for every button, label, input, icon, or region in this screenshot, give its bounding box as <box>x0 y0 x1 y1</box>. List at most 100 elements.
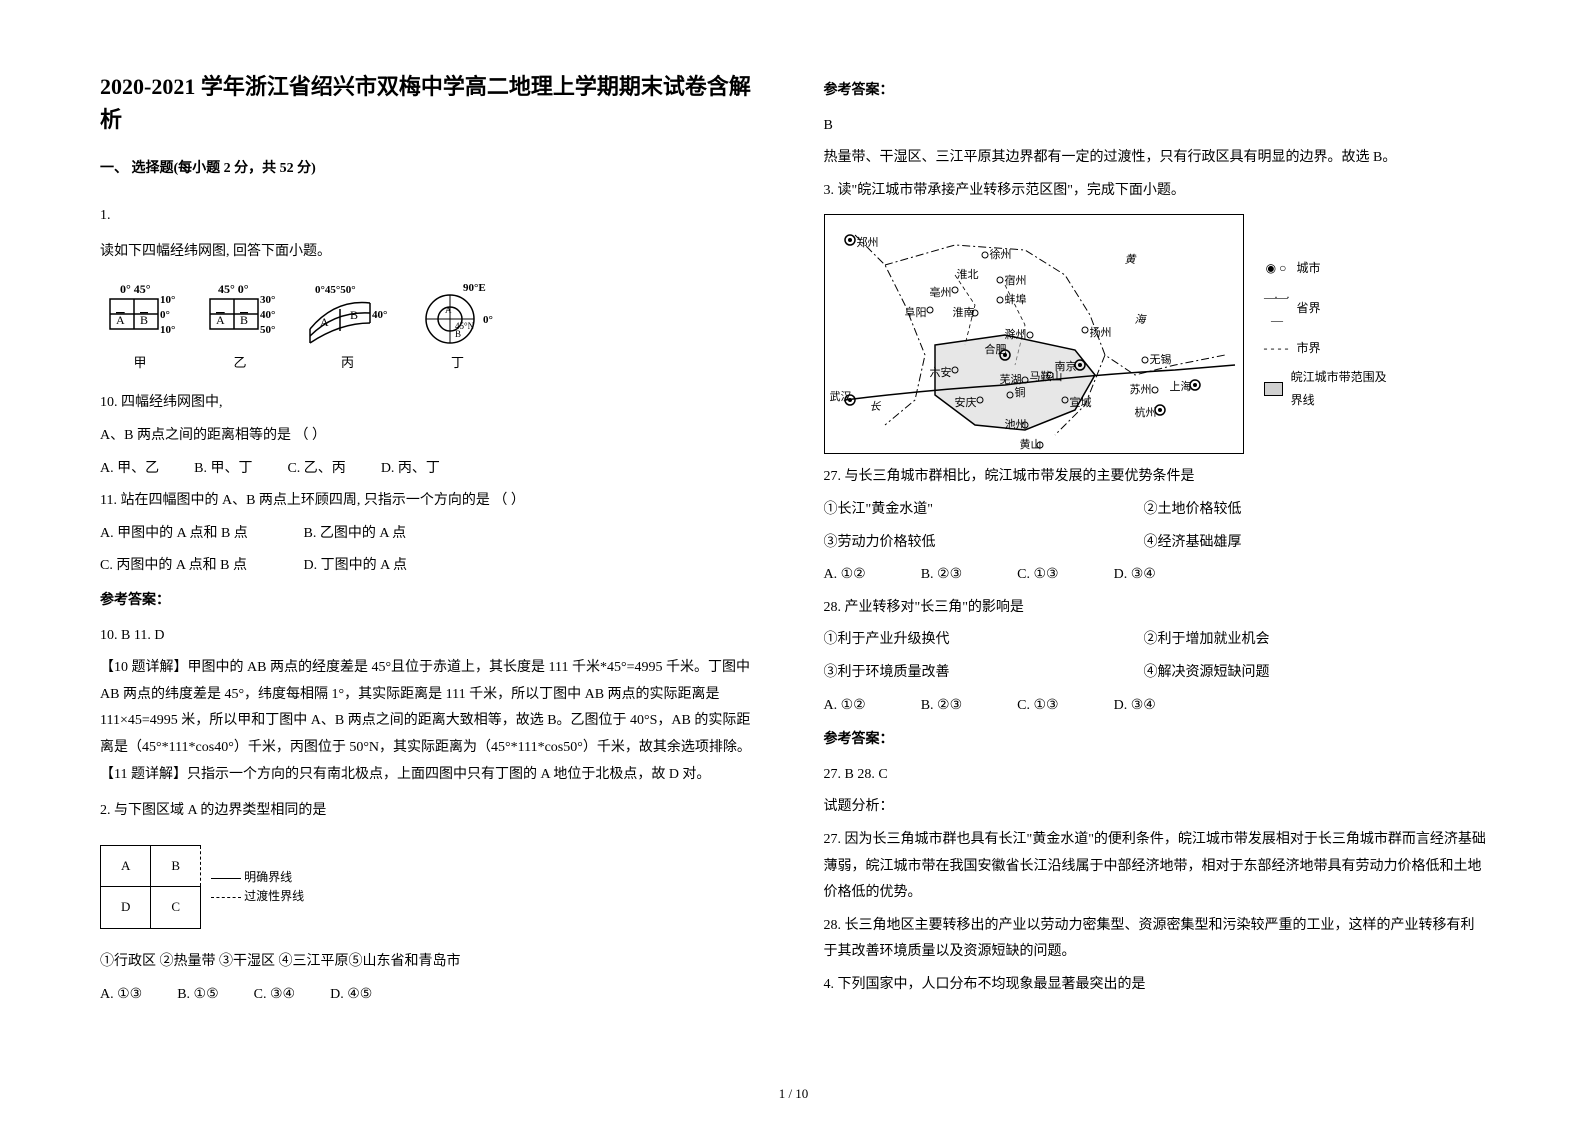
city-bozhou: 亳州 <box>930 283 952 304</box>
left-column: 2020-2021 学年浙江省绍兴市双梅中学高二地理上学期期末试卷含解析 一、 … <box>100 70 764 1014</box>
svg-text:B: B <box>350 308 358 322</box>
q10-opt-d: D. 丙、丁 <box>381 456 440 483</box>
region-cell-c: C <box>151 887 201 929</box>
q27-4: ④经济基础雄厚 <box>1144 530 1242 557</box>
q28-options: A. ①② B. ②③ C. ①③ D. ③④ <box>824 693 1488 720</box>
diagram-bing: 0°45°50° 40° A B 丙 <box>300 281 395 376</box>
region-cell-b: B <box>151 845 201 887</box>
legend-province-label: 省界 <box>1297 297 1321 320</box>
q27-options: A. ①② B. ②③ C. ①③ D. ③④ <box>824 562 1488 589</box>
q11-options-2: C. 丙图中的 A 点和 B 点 D. 丁图中的 A 点 <box>100 553 764 580</box>
q10-options: A. 甲、乙 B. 甲、丁 C. 乙、丙 D. 丙、丁 <box>100 456 764 483</box>
page-container: 2020-2021 学年浙江省绍兴市双梅中学高二地理上学期期末试卷含解析 一、 … <box>0 0 1587 1044</box>
q28-opt-b: B. ②③ <box>921 693 962 720</box>
city-zhengzhou: 郑州 <box>857 233 879 254</box>
section-heading: 一、 选择题(每小题 2 分，共 52 分) <box>100 156 764 183</box>
q3-stem: 3. 读"皖江城市带承接产业转移示范区图"，完成下面小题。 <box>824 178 1488 205</box>
diagram-ding: 90°E 0° A 45°N B 丁 <box>415 281 500 376</box>
answer-3: 27. B 28. C <box>824 762 1488 789</box>
legend-zone-label: 皖江城市带范围及界线 <box>1291 366 1394 412</box>
legend-zone-icon <box>1264 382 1283 396</box>
city-chizhou: 池州 <box>1005 415 1027 436</box>
diagram-yi-svg: 45° 0° 30° 40° 50° A B <box>200 281 280 346</box>
svg-text:B: B <box>455 329 461 339</box>
legend-city-label: 城市 <box>1297 257 1321 280</box>
q2-options-line: ①行政区 ②热量带 ③干湿区 ④三江平原⑤山东省和青岛市 <box>100 949 764 976</box>
q2-figure-row: A B D C 明确界线 过渡性界线 <box>100 835 764 939</box>
diagram-bing-label: 丙 <box>300 351 395 376</box>
svg-text:40°: 40° <box>372 309 387 321</box>
svg-text:40°: 40° <box>260 309 275 321</box>
city-maanshan: 马鞍山 <box>1030 367 1063 388</box>
q28-2: ②利于增加就业机会 <box>1144 627 1270 654</box>
city-chuzhou: 滁州 <box>1005 325 1027 346</box>
city-tongling: 铜 <box>1015 383 1026 404</box>
exam-title: 2020-2021 学年浙江省绍兴市双梅中学高二地理上学期期末试卷含解析 <box>100 70 764 136</box>
explain-28: 28. 长三角地区主要转移出的产业以劳动力密集型、资源密集型和污染较严重的工业，… <box>824 913 1488 966</box>
city-fuyang: 阜阳 <box>905 303 927 324</box>
city-xuzhou: 徐州 <box>990 245 1012 266</box>
diagram-jia: 0° 45° 10° 0° 10° A B 甲 <box>100 281 180 376</box>
map-box: 郑州 徐州 淮北 宿州 亳州 蚌埠 阜阳 淮南 滁州 扬州 合肥 南京 无锡 六… <box>824 214 1244 454</box>
q28-3: ③利于环境质量改善 <box>824 660 1144 687</box>
city-xuancheng: 宣城 <box>1070 393 1092 414</box>
explain-1: 【10 题详解】甲图中的 AB 两点的经度差是 45°且位于赤道上，其长度是 1… <box>100 655 764 788</box>
q27-stem: 27. 与长三角城市群相比，皖江城市带发展的主要优势条件是 <box>824 464 1488 491</box>
city-anqing: 安庆 <box>955 393 977 414</box>
svg-text:A: A <box>445 305 452 315</box>
city-suzhou: 宿州 <box>1005 271 1027 292</box>
q11-opt-d: D. 丁图中的 A 点 <box>304 558 407 573</box>
diagram-bing-svg: 0°45°50° 40° A B <box>300 281 395 346</box>
svg-text:0°: 0° <box>483 314 493 326</box>
q11-options-1: A. 甲图中的 A 点和 B 点 B. 乙图中的 A 点 <box>100 521 764 548</box>
q2-stem: 2. 与下图区域 A 的边界类型相同的是 <box>100 798 764 825</box>
legend-cityb-label: 市界 <box>1297 337 1321 360</box>
q2-opt-c: C. ③④ <box>254 982 295 1009</box>
answer-label-2: 参考答案： <box>824 78 1488 105</box>
q10-stem: A、B 两点之间的距离相等的是 （ ） <box>100 423 764 450</box>
legend-city-boundary: - - - - 市界 <box>1264 337 1394 360</box>
q27-opt-c: C. ①③ <box>1017 562 1058 589</box>
map-container: 郑州 徐州 淮北 宿州 亳州 蚌埠 阜阳 淮南 滁州 扬州 合肥 南京 无锡 六… <box>824 214 1488 454</box>
legend-city: ◉ ○ 城市 <box>1264 257 1394 280</box>
q10-opt-c: C. 乙、丙 <box>287 456 345 483</box>
svg-text:A: A <box>320 315 329 329</box>
q27-opt-d: D. ③④ <box>1114 562 1156 589</box>
answer-1: 10. B 11. D <box>100 623 764 650</box>
label-hai: 海 <box>1135 310 1146 331</box>
q28-4: ④解决资源短缺问题 <box>1144 660 1270 687</box>
q11-opt-a: A. 甲图中的 A 点和 B 点 <box>100 521 300 548</box>
legend-city-icon: ◉ ○ <box>1264 257 1289 280</box>
grid-diagrams-row: 0° 45° 10° 0° 10° A B 甲 45° 0° 30° <box>100 281 764 376</box>
city-liuan: 六安 <box>930 363 952 384</box>
diagram-jia-label: 甲 <box>100 351 180 376</box>
legend-zone: 皖江城市带范围及界线 <box>1264 366 1394 412</box>
svg-text:A: A <box>116 313 125 327</box>
q27-2: ②土地价格较低 <box>1144 497 1242 524</box>
q27-opt-b: B. ②③ <box>921 562 962 589</box>
legend-dashed: 过渡性界线 <box>244 889 304 903</box>
map-legend: ◉ ○ 城市 —·—·— 省界 - - - - 市界 皖江城市带范围及界线 <box>1264 251 1394 418</box>
q4-stem: 4. 下列国家中，人口分布不均现象最显著最突出的是 <box>824 972 1488 999</box>
q10-opt-a: A. 甲、乙 <box>100 456 159 483</box>
q2-opt-a: A. ①③ <box>100 982 142 1009</box>
city-shanghai: 上海 <box>1170 377 1192 398</box>
label-huang: 黄 <box>1125 250 1136 271</box>
question-1-num: 1. <box>100 203 764 230</box>
city-suzhou-js: 苏州 <box>1130 380 1152 401</box>
q28-1: ①利于产业升级换代 <box>824 627 1144 654</box>
right-column: 参考答案： B 热量带、干湿区、三江平原其边界都有一定的过渡性，只有行政区具有明… <box>824 70 1488 1014</box>
q10-opt-b: B. 甲、丁 <box>194 456 252 483</box>
diagram-yi: 45° 0° 30° 40° 50° A B 乙 <box>200 281 280 376</box>
svg-text:10°: 10° <box>160 294 175 306</box>
q28-opt-c: C. ①③ <box>1017 693 1058 720</box>
q28-row2: ③利于环境质量改善 ④解决资源短缺问题 <box>824 660 1488 687</box>
city-hangzhou: 杭州 <box>1135 403 1157 424</box>
q11-opt-c: C. 丙图中的 A 点和 B 点 <box>100 553 300 580</box>
legend-province: —·—·— 省界 <box>1264 286 1394 332</box>
q2-legend: 明确界线 过渡性界线 <box>211 868 304 906</box>
svg-text:90°E: 90°E <box>463 282 486 294</box>
city-huangshan: 黄山 <box>1020 435 1042 456</box>
city-huainan: 淮南 <box>953 303 975 324</box>
legend-province-icon: —·—·— <box>1264 286 1289 332</box>
